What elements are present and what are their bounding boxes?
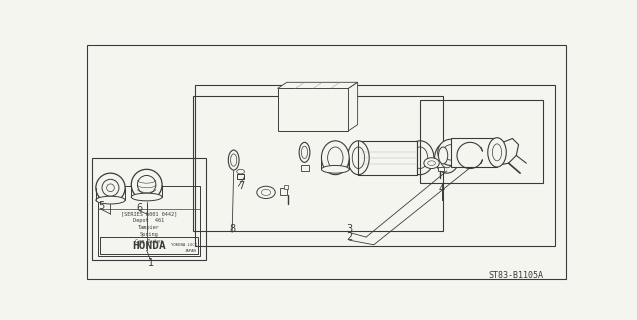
Text: 8: 8 xyxy=(229,224,235,234)
Polygon shape xyxy=(348,82,357,131)
Text: 2: 2 xyxy=(346,232,352,242)
Bar xyxy=(100,237,198,254)
Circle shape xyxy=(96,173,125,203)
Text: 5: 5 xyxy=(98,201,104,211)
Text: 7: 7 xyxy=(238,181,245,191)
Ellipse shape xyxy=(257,186,275,198)
Ellipse shape xyxy=(438,147,448,164)
Bar xyxy=(280,188,287,195)
Ellipse shape xyxy=(406,141,434,175)
Ellipse shape xyxy=(228,150,239,170)
Text: Spring: Spring xyxy=(140,232,159,237)
Bar xyxy=(438,167,444,171)
Bar xyxy=(278,88,348,131)
Text: 1: 1 xyxy=(147,258,154,268)
Bar xyxy=(420,100,543,183)
Text: ST83-B1105A: ST83-B1105A xyxy=(488,271,543,280)
Text: Depot  461: Depot 461 xyxy=(133,218,164,223)
Text: Cap Outer: Cap Outer xyxy=(135,239,163,244)
Bar xyxy=(451,138,497,167)
Text: YOKENA LOCK: YOKENA LOCK xyxy=(171,243,197,247)
Bar xyxy=(237,174,245,179)
Bar xyxy=(92,158,206,260)
Text: HONDA: HONDA xyxy=(132,241,166,251)
Ellipse shape xyxy=(488,138,506,167)
Text: Tampier: Tampier xyxy=(138,225,160,230)
Ellipse shape xyxy=(434,142,459,173)
Text: 3: 3 xyxy=(346,224,352,234)
Text: 6: 6 xyxy=(137,203,143,213)
Ellipse shape xyxy=(322,165,349,173)
Text: [SERIES b001 0442]: [SERIES b001 0442] xyxy=(121,212,177,216)
Circle shape xyxy=(438,139,464,165)
Bar xyxy=(98,186,200,256)
Text: JAPAN: JAPAN xyxy=(185,249,197,253)
Bar xyxy=(301,165,309,171)
Ellipse shape xyxy=(299,142,310,162)
Ellipse shape xyxy=(237,169,245,174)
Ellipse shape xyxy=(322,141,349,175)
Polygon shape xyxy=(278,82,357,88)
Circle shape xyxy=(131,169,162,200)
Ellipse shape xyxy=(96,196,125,204)
Bar xyxy=(285,186,289,189)
Text: 4: 4 xyxy=(438,184,445,194)
Ellipse shape xyxy=(348,141,369,175)
Bar xyxy=(359,141,417,175)
Polygon shape xyxy=(491,139,519,165)
Ellipse shape xyxy=(424,158,440,169)
Ellipse shape xyxy=(131,193,162,201)
